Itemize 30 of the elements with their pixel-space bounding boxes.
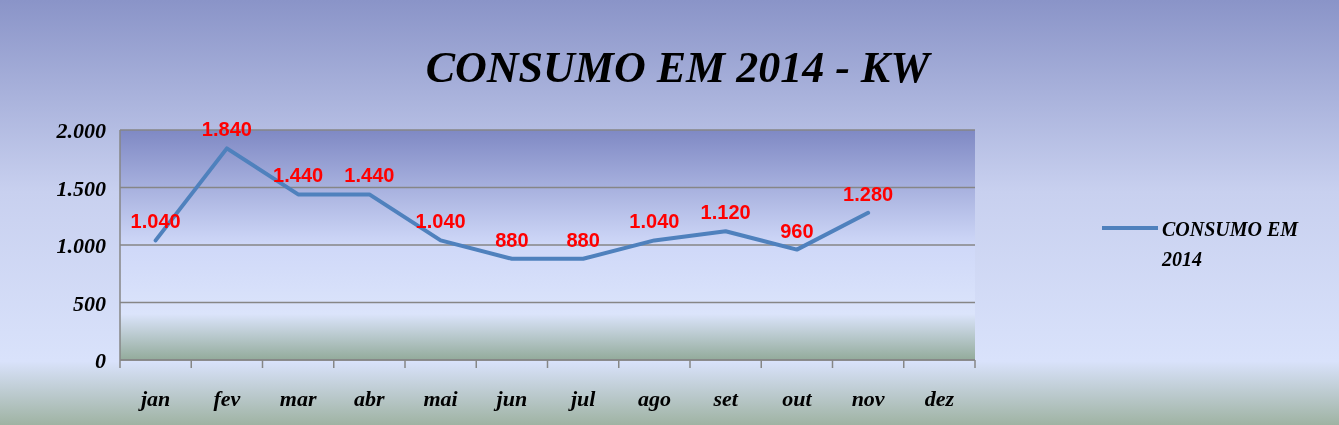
data-label: 880: [566, 228, 600, 251]
y-tick-label: 1.000: [56, 233, 106, 258]
x-tick-label: ago: [637, 386, 671, 411]
data-label: 1.040: [130, 210, 181, 233]
data-label: 1.280: [843, 182, 894, 205]
chart-title: CONSUMO EM 2014 - KW: [425, 43, 933, 92]
data-label: 880: [495, 228, 529, 251]
x-tick-label: mar: [279, 386, 317, 411]
data-label: 1.120: [700, 201, 751, 224]
legend-label: CONSUMO EM 2014: [1161, 218, 1300, 270]
x-tick-label: abr: [354, 386, 386, 411]
x-tick-label: fev: [213, 386, 241, 411]
y-tick-label: 500: [73, 290, 106, 316]
y-tick-label: 0: [95, 348, 106, 373]
x-tick-label: dez: [924, 386, 955, 411]
data-label: 1.440: [273, 164, 324, 187]
x-tick-label: mai: [423, 386, 459, 411]
x-tick-label: jul: [567, 386, 597, 411]
data-label: 1.840: [201, 118, 252, 141]
x-tick-label: jan: [137, 386, 171, 411]
data-label: 960: [780, 219, 814, 242]
data-label: 1.040: [415, 210, 466, 233]
x-tick-label: set: [712, 386, 739, 411]
data-label: 1.440: [344, 164, 395, 187]
y-tick-label: 2.000: [55, 118, 106, 143]
y-tick-label: 1.500: [56, 175, 106, 201]
x-tick-label: nov: [851, 386, 885, 411]
x-tick-label: out: [782, 386, 813, 411]
x-tick-label: jun: [493, 386, 528, 411]
data-label: 1.040: [629, 210, 680, 233]
